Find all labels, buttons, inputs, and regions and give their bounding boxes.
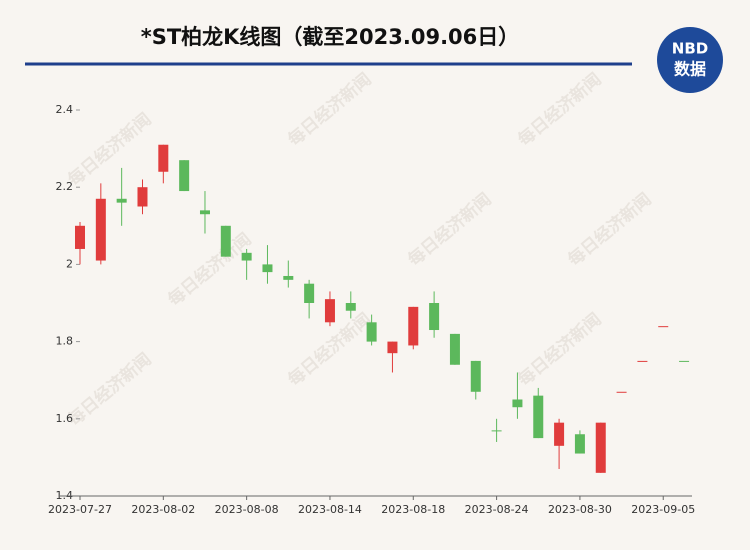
x-tick-label: 2023-08-02 (131, 503, 195, 516)
x-tick-label: 2023-09-05 (631, 503, 695, 516)
candle-body (199, 210, 210, 215)
candle-body (533, 395, 544, 439)
candle-body (574, 434, 585, 454)
candle-body (470, 360, 481, 392)
x-tick-label: 2023-08-14 (298, 503, 362, 516)
candle-body (220, 225, 231, 257)
candle-body (658, 326, 669, 328)
watermark: 每日经济新闻 (64, 109, 156, 191)
candle-body (449, 333, 460, 365)
logo-bottom: 数据 (674, 60, 706, 79)
y-tick-label: 1.6 (56, 412, 74, 425)
y-tick-label: 2 (66, 257, 73, 270)
candle-body (408, 306, 419, 346)
watermark: 每日经济新闻 (564, 189, 656, 271)
candle-body (512, 399, 523, 408)
y-tick-label: 1.8 (56, 335, 74, 348)
logo-top: NBD (672, 40, 708, 58)
candle-body (241, 252, 252, 261)
candle-body (158, 144, 169, 172)
watermark: 每日经济新闻 (514, 69, 606, 151)
candle-body (283, 275, 294, 280)
watermark: 每日经济新闻 (64, 349, 156, 431)
candle-body (324, 299, 335, 323)
y-tick-label: 2.2 (56, 180, 74, 193)
x-tick-label: 2023-08-08 (215, 503, 279, 516)
candle-body (345, 303, 356, 311)
candle-body (387, 341, 398, 354)
watermark: 每日经济新闻 (164, 229, 256, 311)
candle-body (366, 322, 377, 342)
candle-body (679, 360, 690, 362)
chart-title: *ST柏龙K线图（截至2023.09.06日） (141, 25, 520, 49)
x-tick-label: 2023-08-18 (381, 503, 445, 516)
candle-body (95, 198, 106, 261)
candle-body (429, 303, 440, 331)
watermark: 每日经济新闻 (514, 309, 606, 391)
x-tick-label: 2023-08-24 (465, 503, 529, 516)
candle-body (595, 422, 606, 473)
candle-body (75, 225, 85, 249)
candle-body (491, 430, 502, 432)
watermark: 每日经济新闻 (404, 189, 496, 271)
candle-body (262, 264, 273, 273)
candle-body (637, 360, 648, 362)
candle-body (137, 187, 148, 207)
candle-body (616, 391, 627, 393)
x-tick-label: 2023-07-27 (48, 503, 112, 516)
y-tick-label: 2.4 (56, 103, 74, 116)
candle-body (304, 283, 315, 303)
candle-body (554, 422, 565, 446)
candle-body (116, 198, 127, 203)
logo-badge (657, 27, 723, 93)
candle-body (179, 160, 190, 192)
x-tick-label: 2023-08-30 (548, 503, 612, 516)
watermark: 每日经济新闻 (284, 69, 376, 151)
